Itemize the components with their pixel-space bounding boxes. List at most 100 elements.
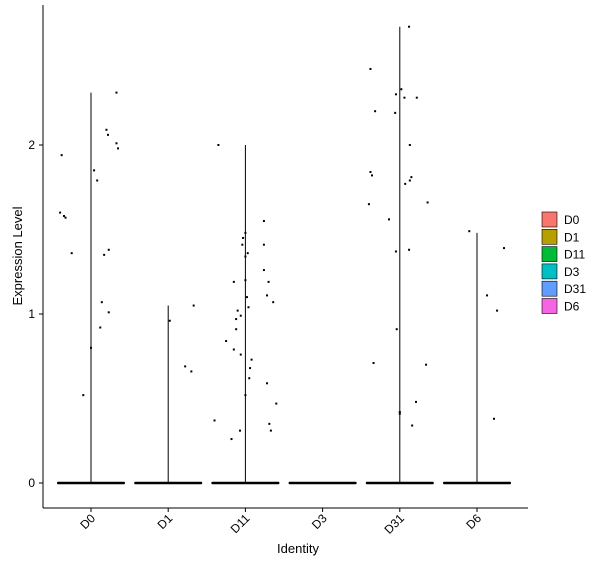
legend-label-d1: D1 — [564, 230, 580, 244]
x-tick-label-d0: D0 — [77, 511, 98, 532]
point-d11 — [262, 220, 265, 223]
point-d1 — [190, 370, 193, 373]
point-d11 — [266, 294, 269, 297]
point-d0 — [93, 169, 96, 172]
point-d31 — [394, 93, 397, 96]
point-d11 — [268, 422, 271, 425]
point-d31 — [411, 424, 414, 427]
legend-swatch-d11 — [541, 246, 558, 262]
point-d11 — [246, 252, 249, 255]
point-d11 — [262, 243, 265, 246]
x-axis-title: Identity — [277, 541, 319, 556]
legend-swatch-d6 — [541, 298, 558, 314]
point-d6 — [468, 230, 471, 233]
violin-base-d0 — [57, 481, 125, 485]
point-d31 — [367, 203, 370, 206]
violin-base-d1 — [134, 481, 203, 485]
point-d11 — [232, 348, 235, 351]
point-d6 — [492, 417, 495, 420]
point-d31 — [374, 110, 377, 113]
point-d11 — [248, 377, 251, 380]
point-d11 — [244, 279, 247, 282]
point-d11 — [275, 402, 278, 405]
point-d1 — [184, 365, 187, 368]
point-d11 — [245, 296, 248, 299]
violins-layer — [57, 26, 511, 485]
point-d11 — [272, 301, 275, 304]
point-d31 — [395, 328, 398, 331]
point-d11 — [235, 318, 238, 321]
point-d6 — [496, 309, 499, 312]
y-ticks-layer: 0 1 2 — [28, 138, 43, 490]
violin-base-d3 — [288, 481, 357, 485]
point-d0 — [64, 216, 67, 219]
legend-swatch-d0 — [541, 211, 558, 228]
point-d1 — [192, 304, 195, 307]
violin-base-d6 — [443, 481, 511, 485]
legend-swatch-d1 — [541, 229, 558, 245]
point-d11 — [225, 340, 228, 343]
point-d31 — [403, 96, 406, 99]
point-d11 — [232, 280, 235, 283]
point-d11 — [213, 419, 216, 422]
point-d11 — [239, 314, 242, 317]
point-d31 — [372, 362, 375, 365]
point-d11 — [241, 243, 244, 246]
point-d11 — [230, 438, 233, 441]
point-d0 — [60, 154, 63, 157]
point-d31 — [404, 182, 407, 185]
point-d11 — [267, 280, 270, 283]
point-d31 — [408, 248, 411, 251]
point-d31 — [398, 411, 401, 414]
point-d11 — [239, 353, 242, 356]
points-layer — [59, 25, 506, 441]
point-d0 — [59, 211, 62, 214]
violin-base-d11 — [211, 481, 280, 485]
point-d0 — [62, 214, 65, 217]
point-d11 — [244, 255, 247, 258]
legend-swatch-d3 — [541, 263, 558, 280]
point-d11 — [249, 367, 252, 370]
y-axis-title: Expression Level — [10, 206, 25, 305]
point-d0 — [103, 253, 106, 256]
point-d11 — [262, 269, 265, 272]
legend-label-d11: D11 — [564, 248, 585, 262]
point-d31 — [410, 176, 413, 179]
point-d6 — [486, 294, 489, 297]
point-d0 — [90, 346, 92, 349]
x-tick-label-d31: D31 — [381, 511, 407, 537]
point-d11 — [217, 144, 220, 146]
point-d31 — [408, 144, 411, 146]
point-d1 — [168, 319, 171, 322]
point-d0 — [115, 142, 118, 145]
point-d11 — [266, 382, 269, 385]
point-d31 — [415, 96, 418, 99]
legend-swatch-d31 — [541, 280, 558, 297]
point-d0 — [105, 128, 108, 131]
point-d31 — [387, 218, 390, 221]
y-tick-label: 1 — [28, 307, 35, 321]
y-tick-label: 0 — [28, 476, 35, 490]
point-d31 — [369, 67, 372, 70]
x-tick-label-d6: D6 — [463, 511, 484, 532]
legend-label-d6: D6 — [564, 300, 580, 314]
x-tick-label-d3: D3 — [309, 511, 330, 532]
point-d31 — [408, 25, 411, 28]
violin-base-d31 — [365, 481, 434, 485]
point-d11 — [269, 429, 272, 432]
point-d31 — [426, 201, 429, 204]
point-d0 — [70, 252, 73, 255]
point-d31 — [371, 174, 374, 177]
point-d11 — [244, 231, 247, 234]
point-d11 — [247, 306, 250, 309]
point-d11 — [244, 394, 247, 397]
point-d11 — [250, 358, 253, 361]
point-d0 — [107, 248, 110, 251]
legend-label-d31: D31 — [564, 282, 586, 296]
point-d11 — [242, 236, 245, 239]
point-d0 — [82, 394, 85, 397]
point-d11 — [235, 328, 238, 331]
x-ticks-layer: D0 D1 D11 D3 D31 D6 — [77, 508, 484, 537]
point-d0 — [96, 179, 99, 182]
